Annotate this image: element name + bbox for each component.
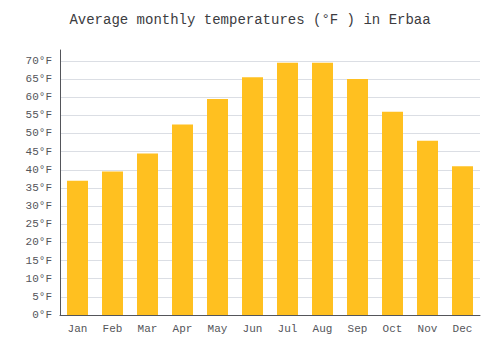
- svg-text:Sep: Sep: [348, 323, 368, 335]
- svg-text:35°F: 35°F: [26, 182, 52, 194]
- svg-text:45°F: 45°F: [26, 146, 52, 158]
- svg-text:10°F: 10°F: [26, 273, 52, 285]
- svg-text:May: May: [208, 323, 228, 335]
- svg-text:Dec: Dec: [453, 323, 473, 335]
- svg-text:50°F: 50°F: [26, 127, 52, 139]
- svg-text:Mar: Mar: [138, 323, 158, 335]
- svg-text:55°F: 55°F: [26, 109, 52, 121]
- svg-text:70°F: 70°F: [26, 55, 52, 67]
- svg-text:65°F: 65°F: [26, 73, 52, 85]
- svg-text:Jan: Jan: [68, 323, 88, 335]
- svg-text:5°F: 5°F: [32, 291, 52, 303]
- svg-text:Aug: Aug: [313, 323, 333, 335]
- svg-text:0°F: 0°F: [32, 309, 52, 321]
- svg-text:25°F: 25°F: [26, 218, 52, 230]
- svg-text:Jul: Jul: [278, 323, 298, 335]
- svg-text:Apr: Apr: [173, 323, 193, 335]
- svg-text:Average monthly temperatures (: Average monthly temperatures (°F ) in Er…: [69, 12, 430, 28]
- svg-text:20°F: 20°F: [26, 236, 52, 248]
- svg-text:15°F: 15°F: [26, 255, 52, 267]
- svg-text:60°F: 60°F: [26, 91, 52, 103]
- svg-text:Nov: Nov: [418, 323, 438, 335]
- svg-text:Oct: Oct: [383, 323, 403, 335]
- svg-text:30°F: 30°F: [26, 200, 52, 212]
- svg-text:Jun: Jun: [243, 323, 263, 335]
- svg-text:Feb: Feb: [103, 323, 123, 335]
- svg-text:40°F: 40°F: [26, 164, 52, 176]
